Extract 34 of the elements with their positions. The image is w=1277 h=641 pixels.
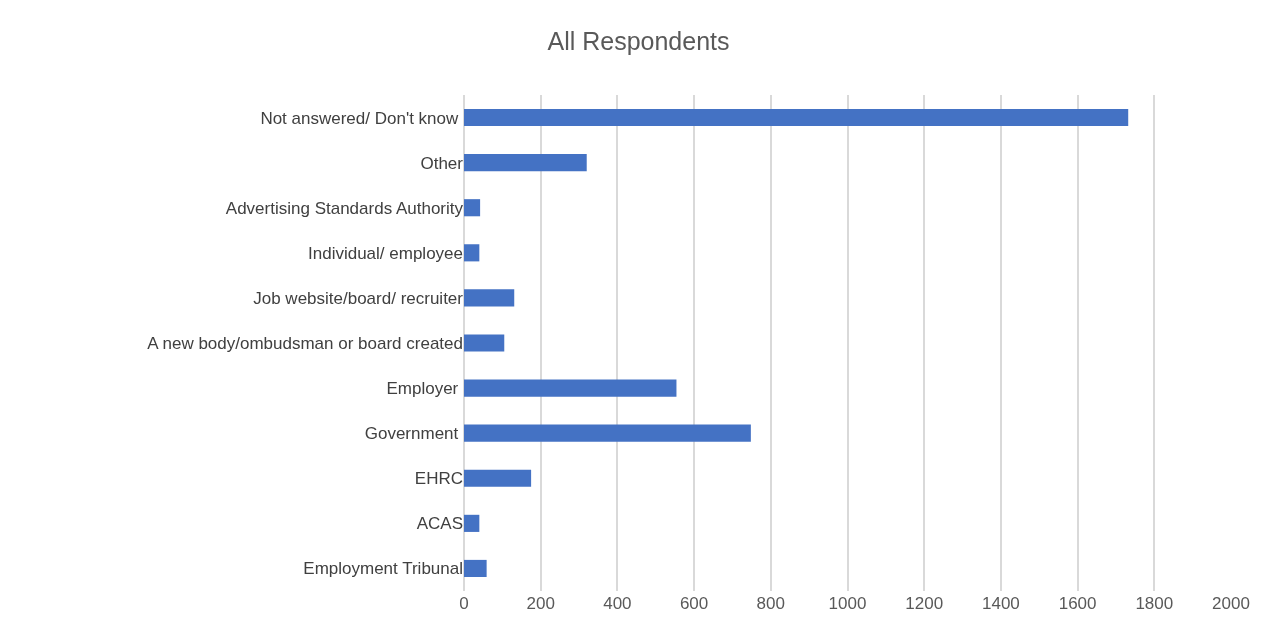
bar <box>464 108 1129 127</box>
y-tick-label: Not answered/ Don't know <box>260 108 463 128</box>
bar <box>464 334 505 352</box>
bar <box>464 154 587 172</box>
x-tick-label: 1800 <box>1135 594 1174 613</box>
y-tick-label: A new body/ombudsman or board created <box>147 333 463 353</box>
chart-title: All Respondents <box>547 26 730 55</box>
x-tick-label: 400 <box>603 594 632 613</box>
x-tick-label: 1400 <box>981 594 1020 613</box>
x-tick-label: 800 <box>756 594 785 613</box>
x-tick-label: 2000 <box>1212 594 1250 613</box>
x-tick-label: 200 <box>526 594 555 613</box>
x-tick-label: 1000 <box>828 594 867 613</box>
x-tick-label: 600 <box>679 594 709 613</box>
y-tick-label: Employment Tribunal <box>303 559 463 579</box>
bar <box>464 469 532 487</box>
bar <box>464 379 677 397</box>
bar <box>464 244 480 262</box>
x-tick-label: 1600 <box>1058 594 1097 613</box>
y-tick-label: Job website/board/ recruiter <box>253 288 464 308</box>
y-tick-label: Government <box>364 424 463 444</box>
x-tick-label: 0 <box>459 594 469 613</box>
x-tick-label: 1200 <box>905 594 944 613</box>
y-tick-label: EHRC <box>414 469 463 489</box>
y-tick-label: Employer <box>386 379 463 399</box>
y-tick-label: Advertising Standards Authority <box>225 198 464 218</box>
bar <box>464 559 487 578</box>
bar <box>464 289 515 307</box>
y-tick-label: ACAS <box>416 514 463 534</box>
bar <box>464 424 751 442</box>
y-tick-label: Individual/ employee <box>308 243 463 263</box>
bar <box>464 514 480 532</box>
bar <box>464 199 481 217</box>
y-tick-label: Other <box>420 153 464 173</box>
